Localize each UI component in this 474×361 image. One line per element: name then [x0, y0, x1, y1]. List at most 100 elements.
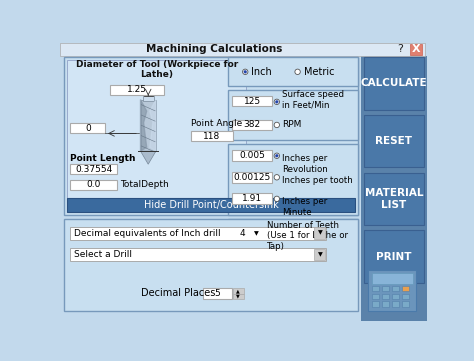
Text: CALCULATE: CALCULATE [361, 78, 427, 88]
Text: Inch: Inch [251, 67, 272, 77]
Text: Machining Calculations: Machining Calculations [146, 44, 283, 55]
Text: 382: 382 [244, 121, 261, 130]
Circle shape [274, 175, 280, 180]
Text: 1.25: 1.25 [127, 86, 146, 95]
Text: 5: 5 [215, 289, 220, 298]
Circle shape [243, 69, 248, 74]
Text: ▼: ▼ [255, 231, 259, 236]
Bar [382, 301, 389, 306]
Circle shape [275, 100, 278, 103]
Text: Decimal Places: Decimal Places [141, 288, 216, 298]
Text: ▼: ▼ [318, 231, 322, 236]
Bar [232, 228, 252, 239]
Circle shape [295, 69, 301, 74]
Text: Hide Drill Point/Countersink: Hide Drill Point/Countersink [144, 200, 279, 210]
Text: 0.005: 0.005 [239, 151, 265, 160]
Bar [67, 198, 356, 212]
Bar [364, 230, 424, 283]
Bar [64, 219, 358, 311]
Text: ▼: ▼ [318, 252, 322, 257]
Bar [232, 172, 272, 183]
Bar [392, 293, 399, 299]
Polygon shape [150, 100, 156, 151]
Bar [109, 85, 164, 95]
Bar [61, 43, 425, 56]
Bar [71, 180, 117, 190]
Bar [228, 90, 358, 140]
Bar [372, 293, 379, 299]
Bar [64, 57, 358, 215]
Bar [67, 60, 246, 212]
Text: 0.37554: 0.37554 [75, 165, 112, 174]
Bar [361, 56, 427, 321]
Text: Select a Drill: Select a Drill [74, 250, 132, 259]
Text: 0.00125: 0.00125 [234, 173, 271, 182]
Text: Diameter of Tool (Workpiece for
Lathe): Diameter of Tool (Workpiece for Lathe) [75, 60, 238, 79]
Bar [314, 249, 325, 260]
Bar [232, 119, 272, 130]
Text: RPM: RPM [282, 121, 301, 130]
Bar [364, 115, 424, 167]
Text: Point Length: Point Length [71, 153, 136, 162]
Text: Inches per
Minute: Inches per Minute [282, 197, 328, 217]
Text: RESET: RESET [375, 136, 412, 146]
Bar [71, 248, 326, 261]
Bar [228, 219, 358, 261]
Bar [372, 273, 413, 283]
Bar [71, 227, 326, 240]
Polygon shape [140, 151, 156, 164]
Bar [372, 286, 379, 291]
Bar [191, 131, 233, 141]
Bar [228, 144, 358, 215]
Text: Inches per tooth: Inches per tooth [282, 176, 353, 185]
Bar [382, 293, 389, 299]
Bar [410, 44, 422, 55]
Bar [232, 150, 272, 161]
Bar [232, 193, 272, 204]
Bar [401, 293, 409, 299]
Bar [364, 57, 424, 109]
Text: ?: ? [397, 44, 403, 55]
Polygon shape [140, 100, 146, 151]
Text: Surface speed
in Feet/Min: Surface speed in Feet/Min [282, 90, 344, 109]
Bar [233, 288, 244, 293]
Circle shape [274, 153, 280, 158]
Bar [228, 57, 358, 86]
Text: 118: 118 [203, 132, 220, 140]
Text: Inches per
Revolution: Inches per Revolution [282, 154, 328, 174]
Text: 0.0: 0.0 [86, 180, 101, 189]
Bar [71, 164, 117, 174]
Text: TotalDepth: TotalDepth [120, 180, 168, 189]
Bar [252, 228, 261, 239]
Text: 0: 0 [85, 124, 91, 133]
Text: Metric: Metric [304, 67, 334, 77]
Bar [368, 270, 416, 310]
Circle shape [274, 99, 280, 105]
Text: 125: 125 [244, 97, 261, 105]
Bar [314, 227, 325, 239]
Bar [382, 286, 389, 291]
Circle shape [274, 122, 280, 128]
Text: ▲: ▲ [237, 288, 240, 293]
Text: Point Angle: Point Angle [191, 119, 242, 128]
Circle shape [244, 70, 246, 73]
Circle shape [275, 155, 278, 157]
Text: X: X [412, 44, 420, 55]
Bar [364, 173, 424, 225]
Bar [392, 301, 399, 306]
Bar [233, 293, 244, 299]
Bar [140, 100, 156, 151]
Bar [203, 288, 232, 299]
Text: Decimal equivalents of Inch drill: Decimal equivalents of Inch drill [74, 229, 221, 238]
Circle shape [274, 196, 280, 201]
Text: 1.91: 1.91 [242, 194, 262, 203]
Bar [71, 123, 105, 134]
Bar [401, 286, 409, 291]
Bar [372, 301, 379, 306]
Text: MATERIAL
LIST: MATERIAL LIST [365, 188, 423, 210]
Bar [232, 96, 272, 106]
Bar [143, 92, 154, 101]
Text: PRINT: PRINT [376, 252, 411, 262]
Text: ▼: ▼ [237, 294, 240, 299]
Bar [401, 301, 409, 306]
